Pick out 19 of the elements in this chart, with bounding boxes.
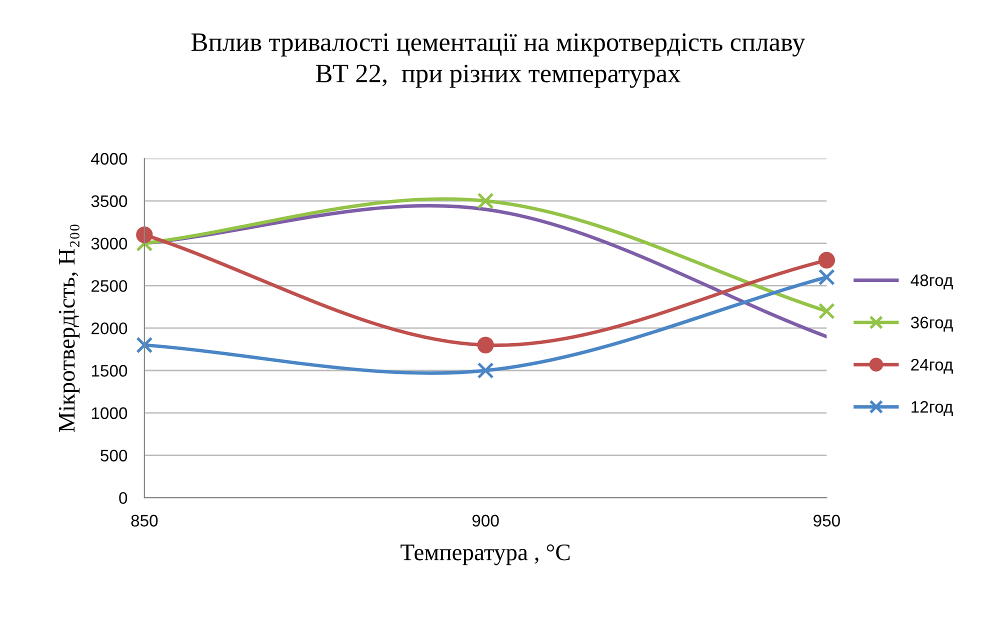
x-axis-title: Температура , °C (400, 544, 570, 566)
legend-label: 36год (910, 316, 953, 332)
x-tick-label: 850 (131, 514, 158, 527)
chart-title: Вплив тривалості цементації на мікротвердість сплаву ВТ 22, при різних температурах (191, 33, 806, 88)
y-tick-label: 4000 (91, 152, 128, 165)
legend-label: 24год (911, 358, 953, 374)
y-tick-label: 2000 (92, 322, 128, 334)
y-tick-label: 500 (100, 450, 128, 462)
y-tick-label: 3000 (91, 238, 128, 250)
y-axis-title: Мікротвердість, H₂₀₀ (58, 224, 80, 432)
y-tick-label: 3500 (91, 195, 128, 208)
y-tick-label: 0 (119, 492, 128, 504)
x-tick-label: 950 (814, 514, 840, 527)
legend-label: 48год (910, 274, 953, 290)
legend-label: 12год (912, 401, 953, 416)
y-tick-label: 1000 (92, 407, 128, 420)
y-tick-label: 1500 (92, 364, 128, 377)
x-tick-label: 900 (472, 514, 499, 527)
y-tick-label: 2500 (92, 280, 128, 292)
